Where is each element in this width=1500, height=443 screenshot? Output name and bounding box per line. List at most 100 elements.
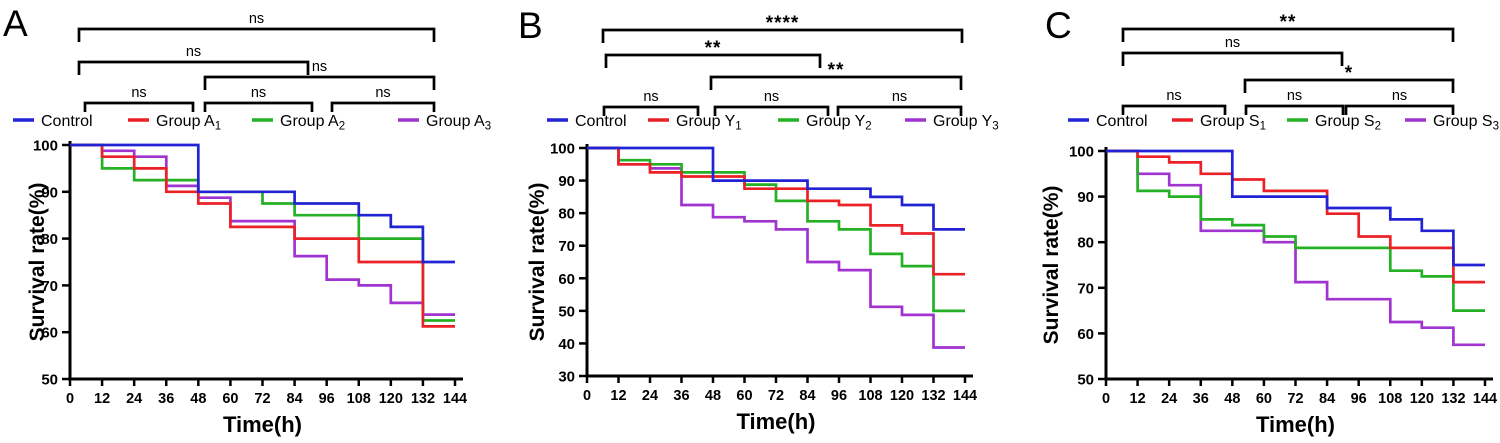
survival-curve-group-s1 [1106,149,1485,284]
significance-label: **** [766,13,800,34]
y-axis-title: Survival rate(%) [1040,186,1063,345]
significance-bracket [604,53,822,68]
y-tick-label: 60 [41,325,58,342]
survival-curve-group-a1 [70,143,455,328]
x-axis-title: Time(h) [223,412,302,437]
x-tick-label: 120 [379,391,403,407]
significance-label: * [1345,63,1353,84]
x-tick-label: 120 [890,388,914,404]
panel-letter: A [3,3,28,44]
x-tick-label: 144 [953,388,977,404]
legend-label: Control [1096,113,1148,130]
significance-bracket [77,60,310,75]
legend-label: Group A3 [426,113,491,133]
x-tick-label: 24 [1161,391,1177,407]
significance-bracket [601,28,964,43]
legend-label: Group Y1 [676,113,742,133]
y-tick-label: 100 [1069,144,1094,161]
x-tick-label: 12 [1130,391,1146,407]
significance-bracket [713,105,830,116]
significance-bracket [1243,78,1455,93]
legend-label: Group S2 [1315,113,1381,133]
x-tick-label: 12 [610,388,626,404]
x-tick-label: 120 [1410,391,1434,407]
y-tick-label: 70 [1077,280,1094,297]
legend-label: Group A1 [156,113,221,133]
x-tick-label: 84 [287,391,303,407]
x-tick-label: 36 [1193,391,1209,407]
significance-label: ** [828,60,845,81]
significance-label: ** [1280,12,1297,33]
x-tick-label: 108 [858,388,882,404]
legend-label: Group S1 [1200,113,1266,133]
x-tick-label: 72 [254,391,270,407]
x-tick-label: 96 [831,388,847,404]
legend-label: Group Y2 [806,113,872,133]
significance-label: ns [1287,88,1302,104]
significance-label: ns [312,59,327,75]
x-tick-label: 0 [66,391,74,407]
y-tick-label: 50 [1077,372,1094,389]
x-tick-label: 108 [1378,391,1402,407]
survival-curve-group-y2 [587,146,965,313]
y-tick-label: 80 [41,231,58,248]
x-axis-title: Time(h) [736,409,815,434]
y-tick-label: 90 [1077,189,1094,206]
x-tick-label: 84 [1319,391,1335,407]
significance-bracket [203,101,314,112]
significance-bracket [203,75,436,90]
x-tick-label: 48 [190,391,206,407]
significance-bracket [1121,51,1344,66]
y-tick-label: 50 [558,303,575,320]
y-tick-label: 70 [558,238,575,255]
x-tick-label: 36 [673,388,689,404]
significance-bracket [330,101,436,112]
significance-bracket [1121,27,1455,42]
y-tick-label: 50 [41,372,58,389]
x-tick-label: 84 [799,388,815,404]
panel-c: C ** ns * ns ns ns Control Group S1 Group S2 Group… [1000,0,1500,443]
x-tick-label: 72 [768,388,784,404]
significance-label: ns [251,85,266,101]
significance-label: ns [643,89,658,105]
survival-curve-group-y1 [587,146,965,276]
panel-b: B **** ** ** ns ns ns Control Group Y1 Group Y2 Gr… [500,0,1000,443]
significance-label: ns [249,11,264,27]
x-tick-label: 60 [736,388,752,404]
survival-curve-group-s3 [1106,149,1485,347]
survival-curve-control [587,146,965,231]
x-tick-label: 144 [1473,391,1497,407]
y-tick-label: 70 [41,278,58,295]
y-tick-label: 60 [1077,326,1094,343]
x-tick-label: 0 [1102,391,1110,407]
x-tick-label: 132 [921,388,945,404]
y-tick-label: 90 [41,184,58,201]
panel-letter: B [518,5,543,46]
x-tick-label: 0 [583,388,591,404]
y-tick-label: 100 [550,141,575,158]
x-tick-label: 36 [158,391,174,407]
survival-curve-group-a3 [70,143,455,316]
x-tick-label: 132 [411,391,435,407]
x-tick-label: 24 [642,388,658,404]
significance-bracket [77,27,436,42]
significance-label: ns [764,89,779,105]
significance-label: ** [705,38,722,59]
significance-label: ns [131,85,146,101]
y-tick-label: 100 [33,138,58,155]
significance-label: ns [186,44,201,60]
survival-curve-group-y3 [587,146,965,349]
x-tick-label: 144 [443,391,467,407]
y-tick-label: 80 [558,206,575,223]
significance-bracket [83,101,195,112]
x-tick-label: 132 [1441,391,1465,407]
survival-curve-group-s2 [1106,149,1485,312]
significance-label: ns [892,89,907,105]
y-tick-label: 60 [558,271,575,288]
survival-curve-control [70,143,455,264]
significance-bracket [836,105,963,116]
x-tick-label: 48 [705,388,721,404]
